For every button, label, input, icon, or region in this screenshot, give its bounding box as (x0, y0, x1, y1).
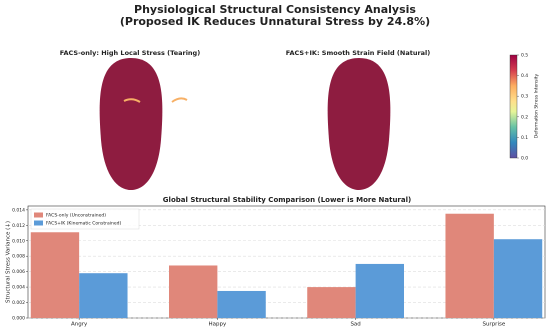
chart-title: Global Structural Stability Comparison (… (163, 196, 411, 204)
face (99, 58, 163, 190)
bar (493, 239, 543, 318)
legend-swatch (34, 220, 43, 226)
colorbar-tick-label: 0.3 (521, 94, 528, 100)
title: Physiological Structural Consistency Ana… (134, 3, 416, 16)
bar (445, 213, 494, 318)
y-tick-label: 0.014 (12, 207, 25, 213)
x-tick-label: Surprise (482, 322, 505, 328)
y-tick-label: 0.012 (12, 223, 25, 229)
y-axis-label: Structural Stress Variance (↓) (5, 221, 12, 303)
bar (307, 287, 356, 318)
bar (169, 265, 218, 318)
colorbar-tick-label: 0.2 (521, 114, 528, 120)
face (327, 58, 391, 190)
colorbar-label: Deformation Stress Intensity (534, 73, 540, 138)
stress-spot (171, 97, 188, 103)
bar (355, 263, 404, 318)
bar (79, 273, 128, 318)
plot-frame (27, 205, 546, 319)
x-tick-label: Happy (209, 322, 227, 328)
colorbar-tick-label: 0.4 (521, 73, 528, 79)
panel-title: FACS+IK: Smooth Strain Field (Natural) (286, 49, 431, 57)
y-tick-label: 0.006 (12, 269, 25, 275)
y-tick-label: 0.000 (12, 316, 25, 322)
legend-swatch (34, 212, 43, 218)
y-tick-label: 0.004 (12, 285, 25, 291)
colorbar-tick-label: 0.0 (521, 156, 528, 162)
legend-label: FACS+IK (Kinematic Constrained) (46, 221, 121, 227)
bar (30, 232, 80, 318)
legend-label: FACS-only (Unconstrained) (46, 213, 106, 219)
colorbar-tick-label: 0.5 (521, 53, 528, 59)
colorbar (509, 54, 518, 159)
x-tick-label: Angry (71, 322, 88, 328)
stress-spot (123, 98, 141, 103)
bar (217, 290, 266, 318)
y-tick-label: 0.008 (12, 254, 25, 260)
y-tick-label: 0.002 (12, 300, 25, 306)
title: (Proposed IK Reduces Unnatural Stress by… (120, 15, 430, 28)
y-tick-label: 0.010 (12, 238, 25, 244)
panel-title: FACS-only: High Local Stress (Tearing) (60, 49, 200, 57)
colorbar-tick-label: 0.1 (521, 135, 528, 141)
legend-box (30, 208, 140, 230)
x-tick-label: Sad (350, 322, 360, 328)
